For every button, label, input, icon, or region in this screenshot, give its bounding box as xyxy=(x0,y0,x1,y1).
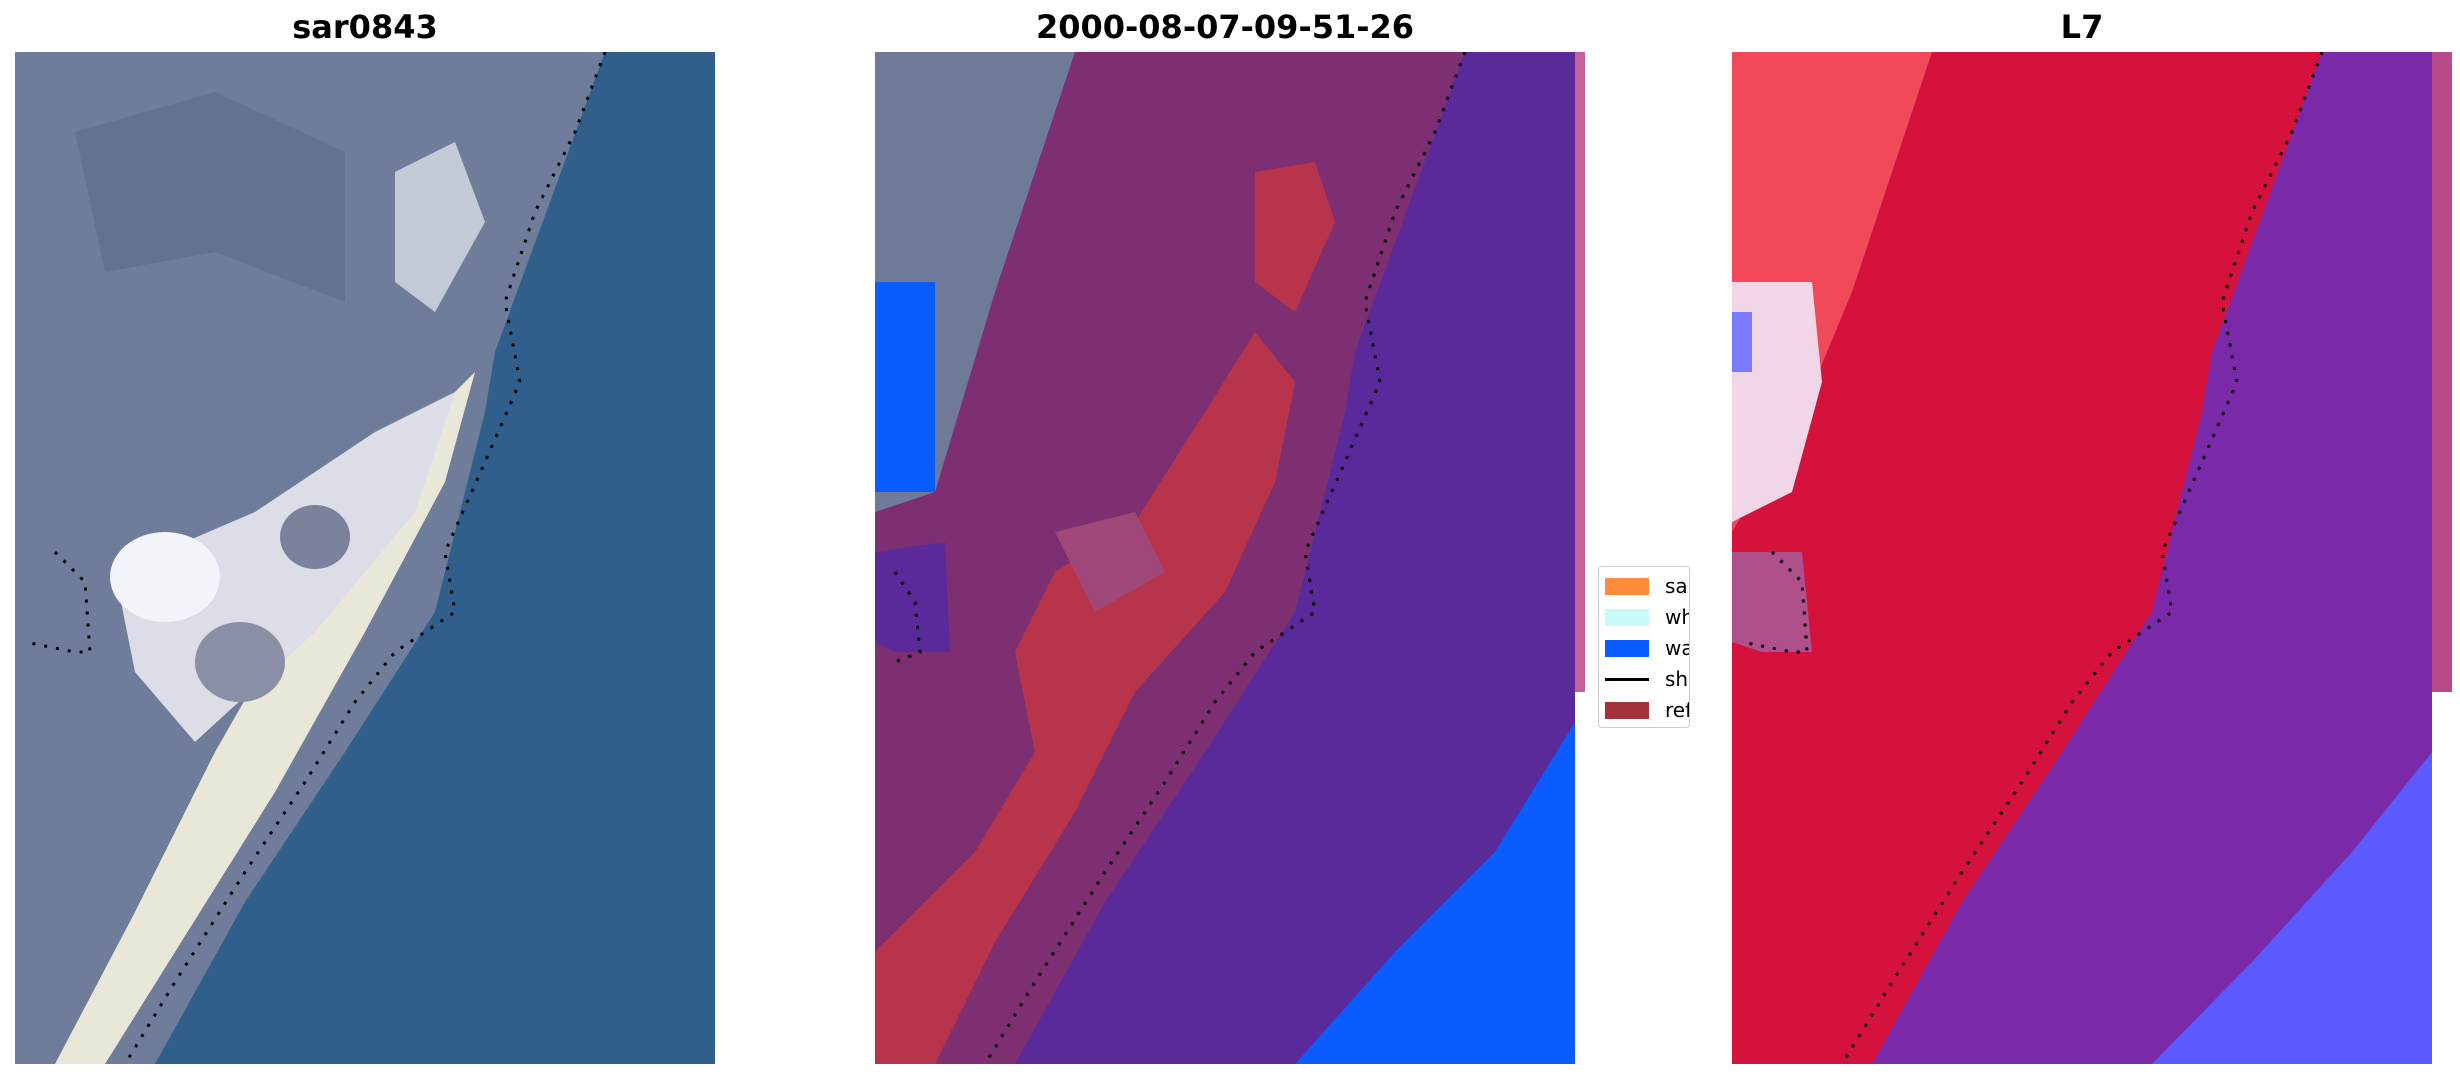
shoreline-line xyxy=(1605,677,1649,681)
legend-label: water xyxy=(1665,636,1689,660)
legend-label: sand xyxy=(1665,574,1689,598)
legend-item-water: water xyxy=(1605,635,1689,661)
whitewater-swatch xyxy=(1605,608,1649,626)
water-swatch xyxy=(1605,639,1649,657)
legend-item-shoreline: shoreline xyxy=(1605,666,1689,692)
panel-title-rgb: sar0843 xyxy=(292,8,438,46)
legend: sand whitewater water shoreline referenc… xyxy=(1598,566,1690,728)
legend-label: whitewater xyxy=(1665,605,1689,629)
sand-swatch xyxy=(1605,577,1649,595)
legend-label: shoreline xyxy=(1665,667,1689,691)
classified-image xyxy=(875,52,1585,1064)
reference-shoreline-swatch xyxy=(1605,701,1649,719)
legend-item-reference-shoreline: reference shoreline xyxy=(1605,697,1689,723)
legend-item-whitewater: whitewater xyxy=(1605,604,1689,630)
legend-label: reference shoreline xyxy=(1665,698,1689,722)
panel-title-classified: 2000-08-07-09-51-26 xyxy=(1035,8,1415,46)
index-image xyxy=(1732,52,2452,1064)
rgb-image xyxy=(15,52,715,1064)
panel-title-index: L7 xyxy=(2060,8,2104,46)
legend-item-sand: sand xyxy=(1605,573,1689,599)
